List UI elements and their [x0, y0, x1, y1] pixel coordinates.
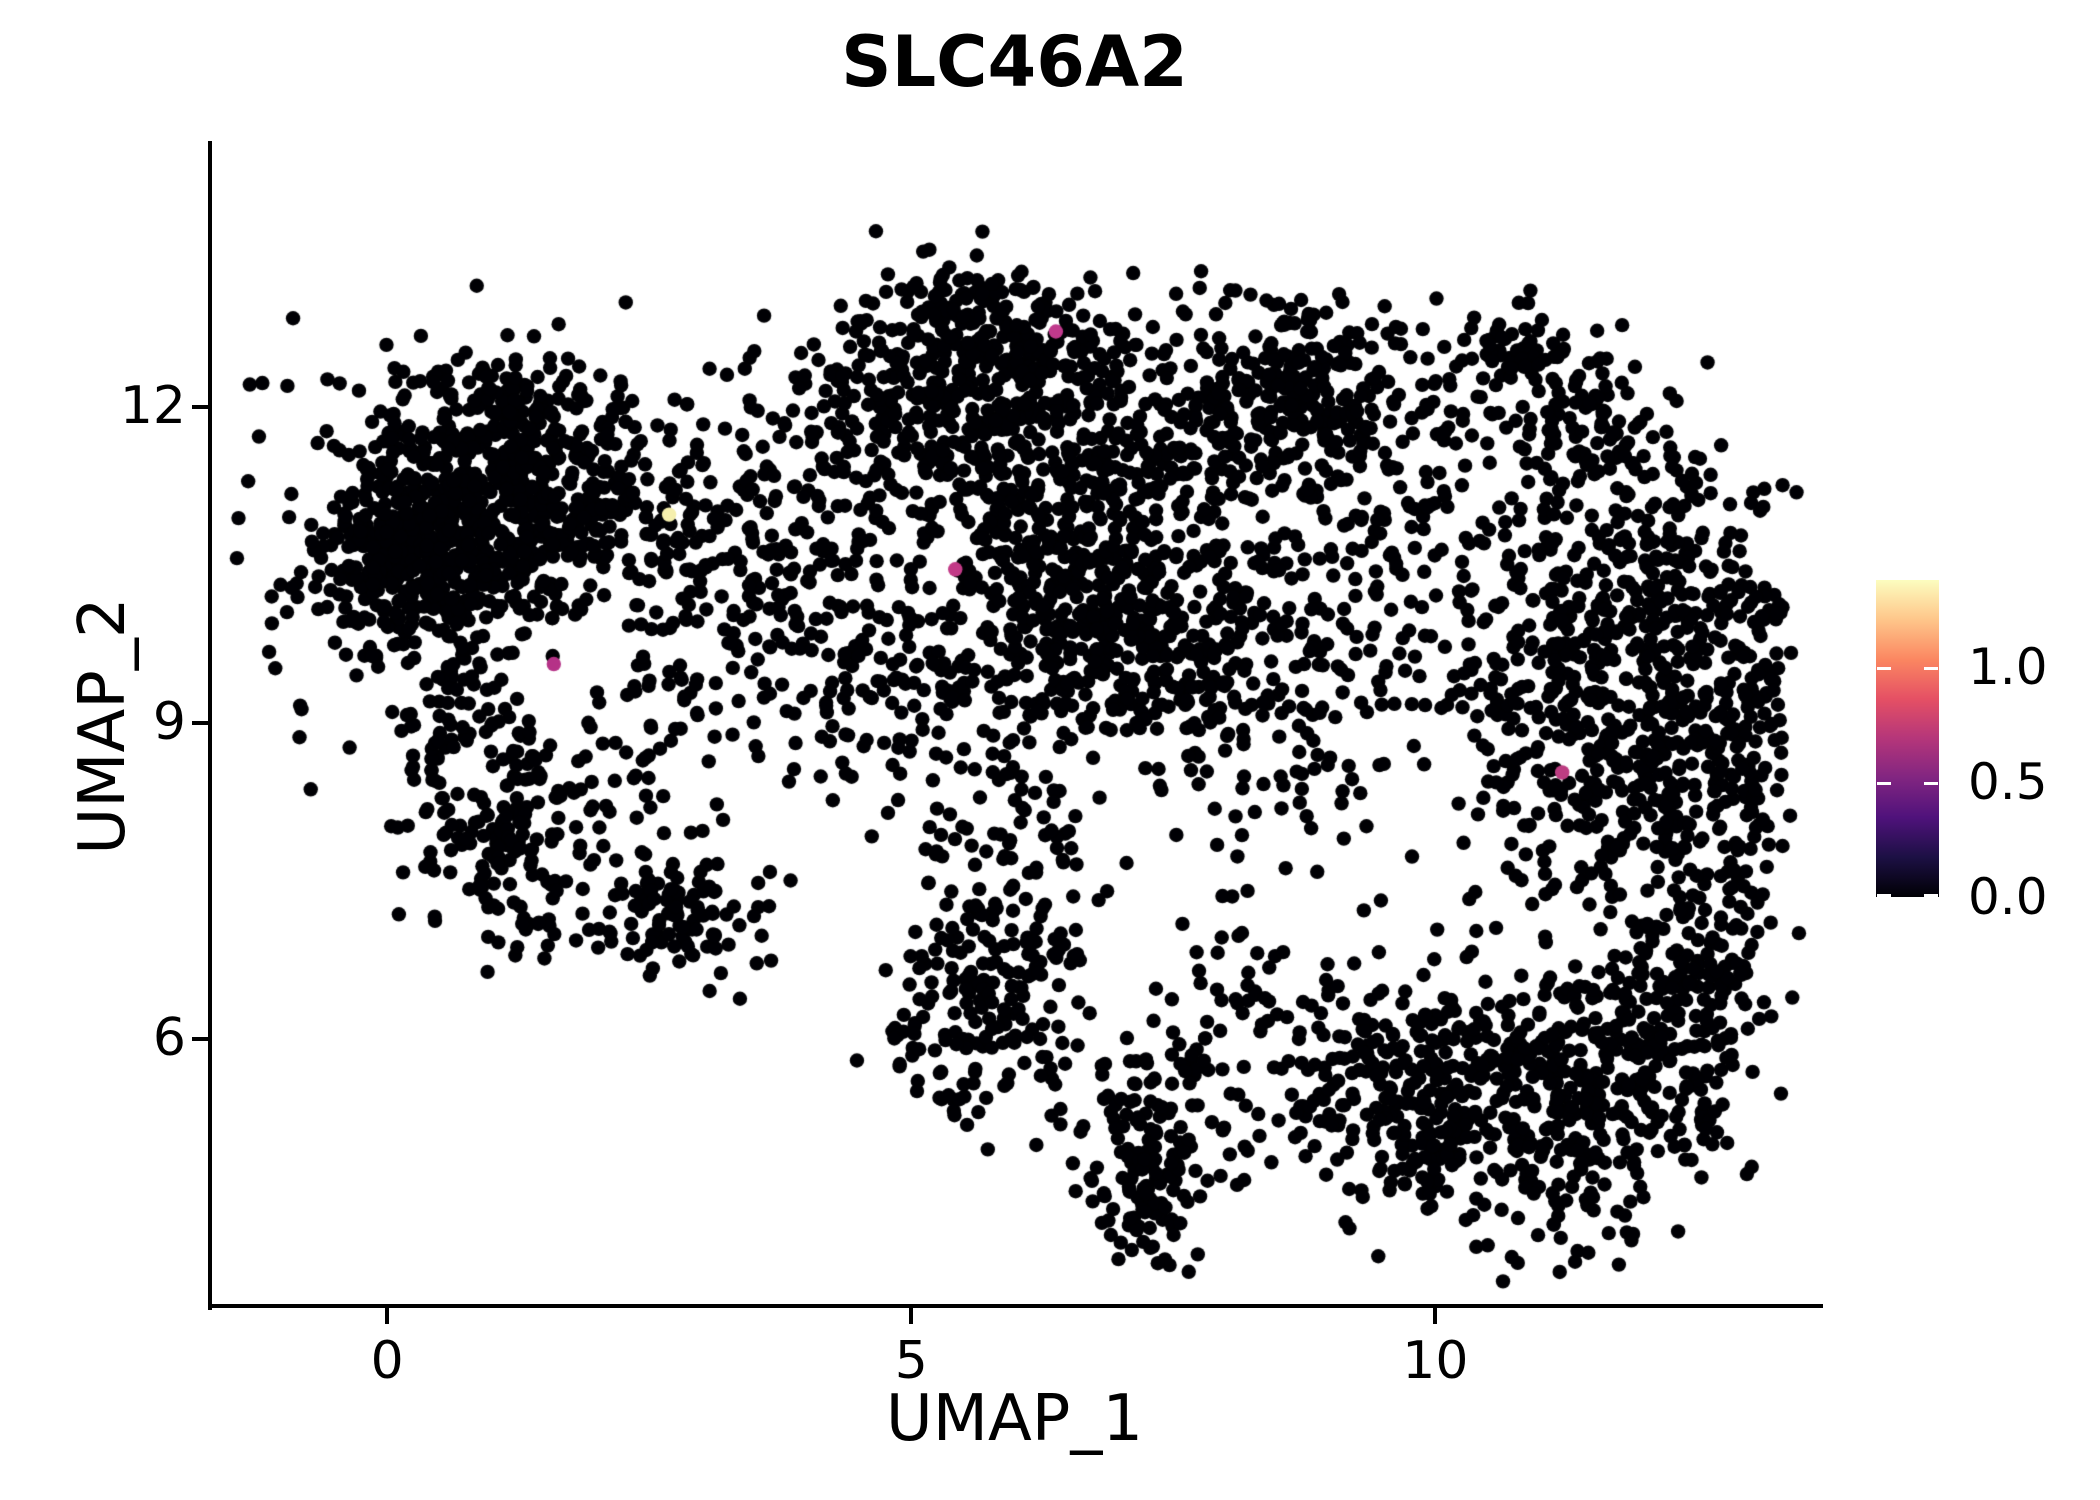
- y-tick-label: 9: [152, 691, 186, 752]
- x-tick-mark: [385, 1308, 390, 1324]
- y-tick-mark: [192, 720, 208, 725]
- x-axis-line: [208, 1304, 1823, 1308]
- x-tick-mark: [1433, 1308, 1438, 1324]
- y-tick-label: 6: [152, 1007, 186, 1068]
- plot-title: SLC46A2: [841, 21, 1188, 103]
- colorbar-gradient: [1876, 580, 1939, 897]
- x-tick-label: 0: [370, 1331, 404, 1391]
- colorbar-tick-mark: [1924, 782, 1938, 786]
- colorbar-tick-label: 0.5: [1968, 753, 2048, 812]
- y-axis-line: [208, 141, 212, 1310]
- colorbar-tick-mark: [1877, 782, 1891, 786]
- y-tick-label: 12: [119, 376, 186, 437]
- y-axis-label: UMAP_2: [66, 597, 140, 855]
- y-tick-mark: [192, 405, 208, 410]
- colorbar-tick-mark: [1877, 894, 1891, 897]
- x-tick-label: 10: [1402, 1331, 1469, 1391]
- colorbar-tick-mark: [1924, 667, 1938, 671]
- x-axis-label: UMAP_1: [885, 1382, 1144, 1456]
- colorbar-tick-label: 1.0: [1968, 638, 2048, 697]
- colorbar-tick-mark: [1877, 667, 1891, 671]
- x-tick-label: 5: [894, 1331, 928, 1391]
- colorbar-tick-label: 0.0: [1968, 868, 2048, 926]
- y-tick-mark: [192, 1036, 208, 1041]
- colorbar-tick-mark: [1924, 894, 1938, 897]
- x-tick-mark: [909, 1308, 914, 1324]
